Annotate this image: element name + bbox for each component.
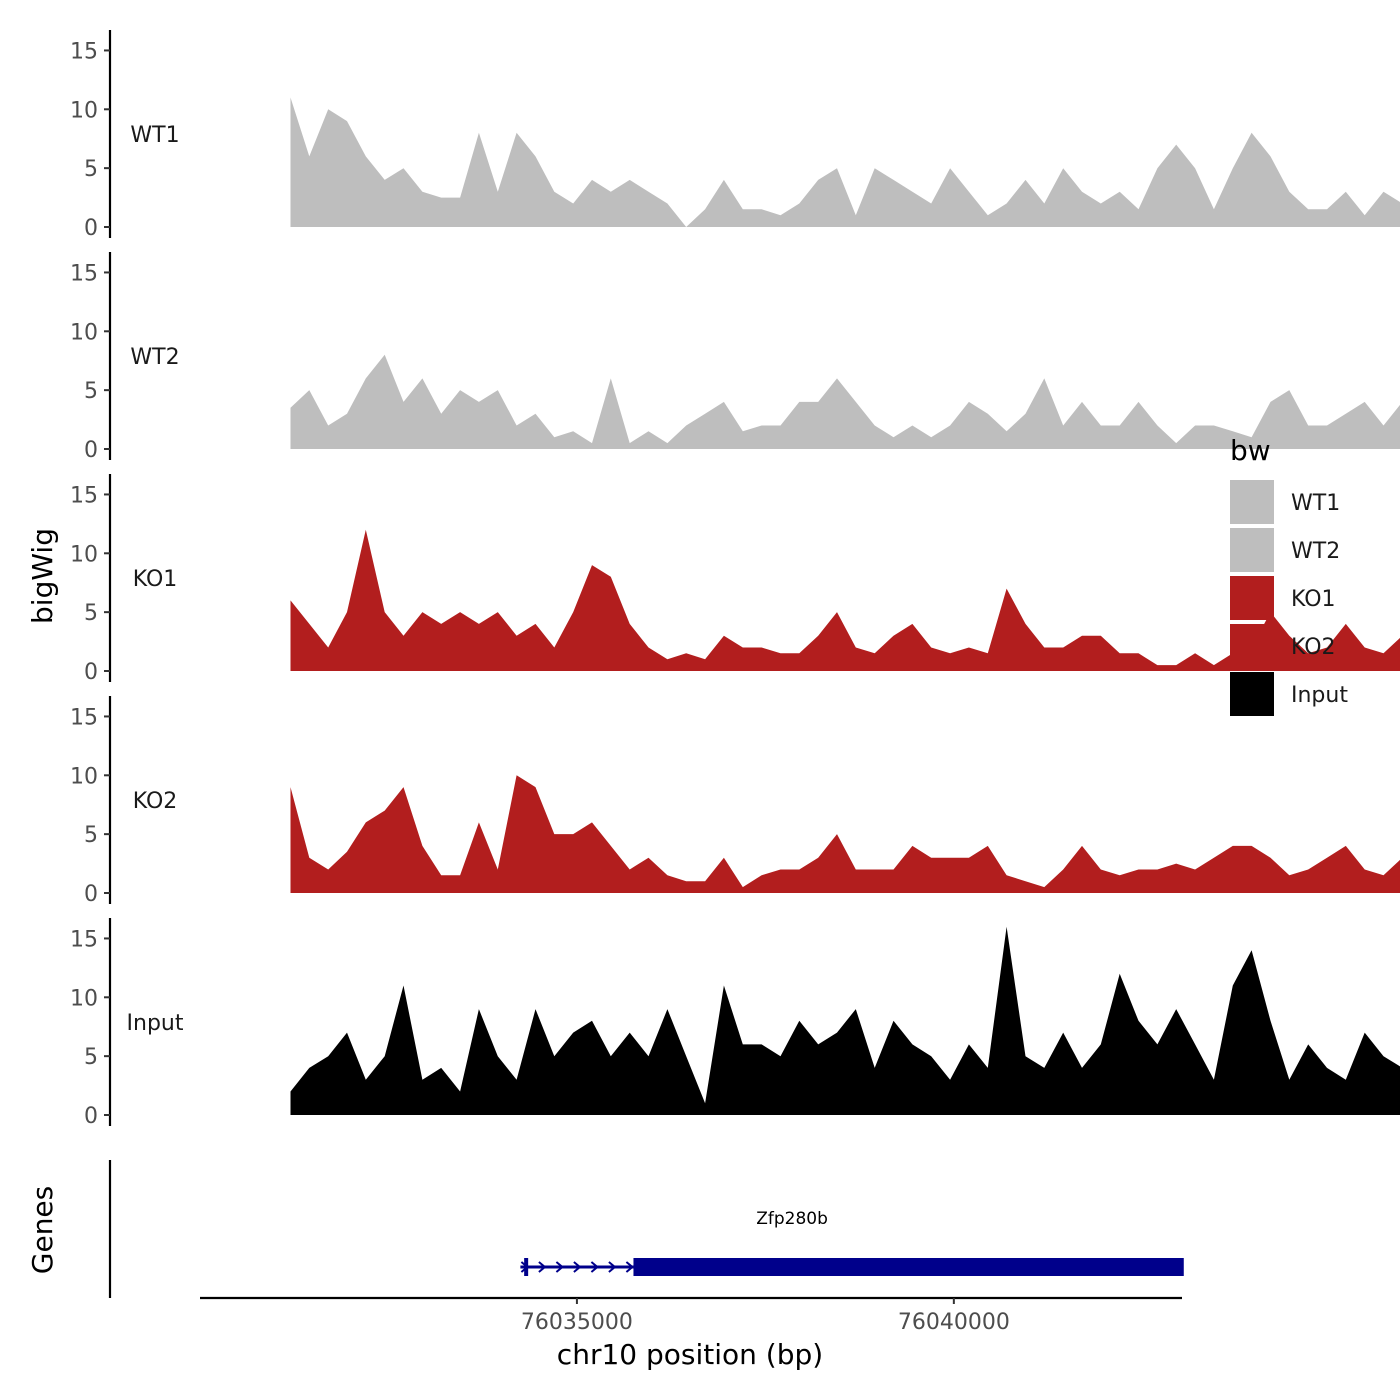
area-wt1 — [290, 97, 1400, 227]
y-tick-label: 15 — [70, 927, 98, 952]
legend-item-input: Input — [1230, 672, 1348, 716]
track-label: WT2 — [130, 345, 179, 370]
bigwig-tracks: 0 5 10 15 WT1 0 5 10 15 WT2 0 5 10 15 KO1 0 5 10 15 KO2 0 5 10… — [70, 30, 1400, 1129]
y-tick-label: 0 — [84, 1104, 98, 1129]
y-tick-label: 10 — [70, 764, 98, 789]
legend-swatch — [1230, 528, 1274, 572]
y-tick-label: 10 — [70, 98, 98, 123]
x-tick-label: 76035000 — [521, 1310, 633, 1335]
track-input: 0 5 10 15 Input — [70, 918, 1400, 1129]
y-tick-label: 15 — [70, 261, 98, 286]
y-tick-label: 15 — [70, 705, 98, 730]
legend-label: WT1 — [1291, 491, 1340, 516]
strand-arrow — [590, 1261, 599, 1273]
strand-arrow — [573, 1261, 582, 1273]
gene-track: Zfp280b — [108, 1160, 1184, 1298]
legend-swatch — [1230, 480, 1274, 524]
strand-arrow — [538, 1261, 547, 1273]
legend-item-ko1: KO1 — [1230, 576, 1336, 620]
track-wt2: 0 5 10 15 WT2 — [70, 252, 1400, 463]
area-ko1 — [290, 529, 1400, 671]
legend-label: WT2 — [1291, 539, 1340, 564]
gene-axis-title: Genes — [26, 1186, 59, 1274]
legend-item-wt1: WT1 — [1230, 480, 1340, 524]
track-label: Input — [127, 1011, 184, 1036]
x-axis: 76035000 76040000 — [200, 1296, 1182, 1335]
legend-swatch — [1230, 576, 1274, 620]
y-tick-label: 5 — [84, 379, 98, 404]
legend-label: KO1 — [1291, 587, 1336, 612]
gene-coding-block — [633, 1258, 1184, 1276]
strand-arrow — [608, 1261, 617, 1273]
y-tick-label: 5 — [84, 1045, 98, 1070]
track-label: WT1 — [130, 123, 179, 148]
x-tick-label: 76040000 — [898, 1310, 1010, 1335]
gene-name-label: Zfp280b — [756, 1209, 828, 1229]
y-tick-label: 15 — [70, 39, 98, 64]
y-tick-label: 5 — [84, 601, 98, 626]
area-wt2 — [290, 354, 1400, 449]
track-ko2: 0 5 10 15 KO2 — [70, 696, 1400, 907]
y-tick-label: 0 — [84, 882, 98, 907]
legend-swatch — [1230, 672, 1274, 716]
legend-item-wt2: WT2 — [1230, 528, 1340, 572]
track-label: KO2 — [133, 789, 178, 814]
y-tick-label: 0 — [84, 438, 98, 463]
legend-swatch — [1230, 624, 1274, 668]
legend-item-ko2: KO2 — [1230, 624, 1336, 668]
y-tick-label: 5 — [84, 157, 98, 182]
area-input — [290, 926, 1400, 1115]
y-tick-label: 10 — [70, 542, 98, 567]
y-tick-label: 10 — [70, 320, 98, 345]
y-tick-label: 0 — [84, 660, 98, 685]
gene-zfp280b: Zfp280b — [520, 1209, 1184, 1276]
legend-label: Input — [1291, 683, 1348, 708]
y-tick-label: 0 — [84, 216, 98, 241]
y-tick-label: 5 — [84, 823, 98, 848]
strand-arrow — [625, 1261, 634, 1273]
legend-label: KO2 — [1291, 635, 1336, 660]
y-tick-label: 15 — [70, 483, 98, 508]
strand-arrow — [555, 1261, 564, 1273]
y-tick-label: 10 — [70, 986, 98, 1011]
track-label: KO1 — [133, 567, 178, 592]
legend: bw WT1 WT2 KO1 KO2 Input — [1230, 434, 1348, 716]
legend-title: bw — [1230, 434, 1271, 467]
track-ko1: 0 5 10 15 KO1 — [70, 474, 1400, 685]
strand-arrow — [520, 1261, 529, 1273]
track-wt1: 0 5 10 15 WT1 — [70, 30, 1400, 241]
x-axis-title: chr10 position (bp) — [557, 1338, 823, 1371]
y-axis-title: bigWig — [26, 528, 59, 624]
area-ko2 — [290, 775, 1400, 893]
